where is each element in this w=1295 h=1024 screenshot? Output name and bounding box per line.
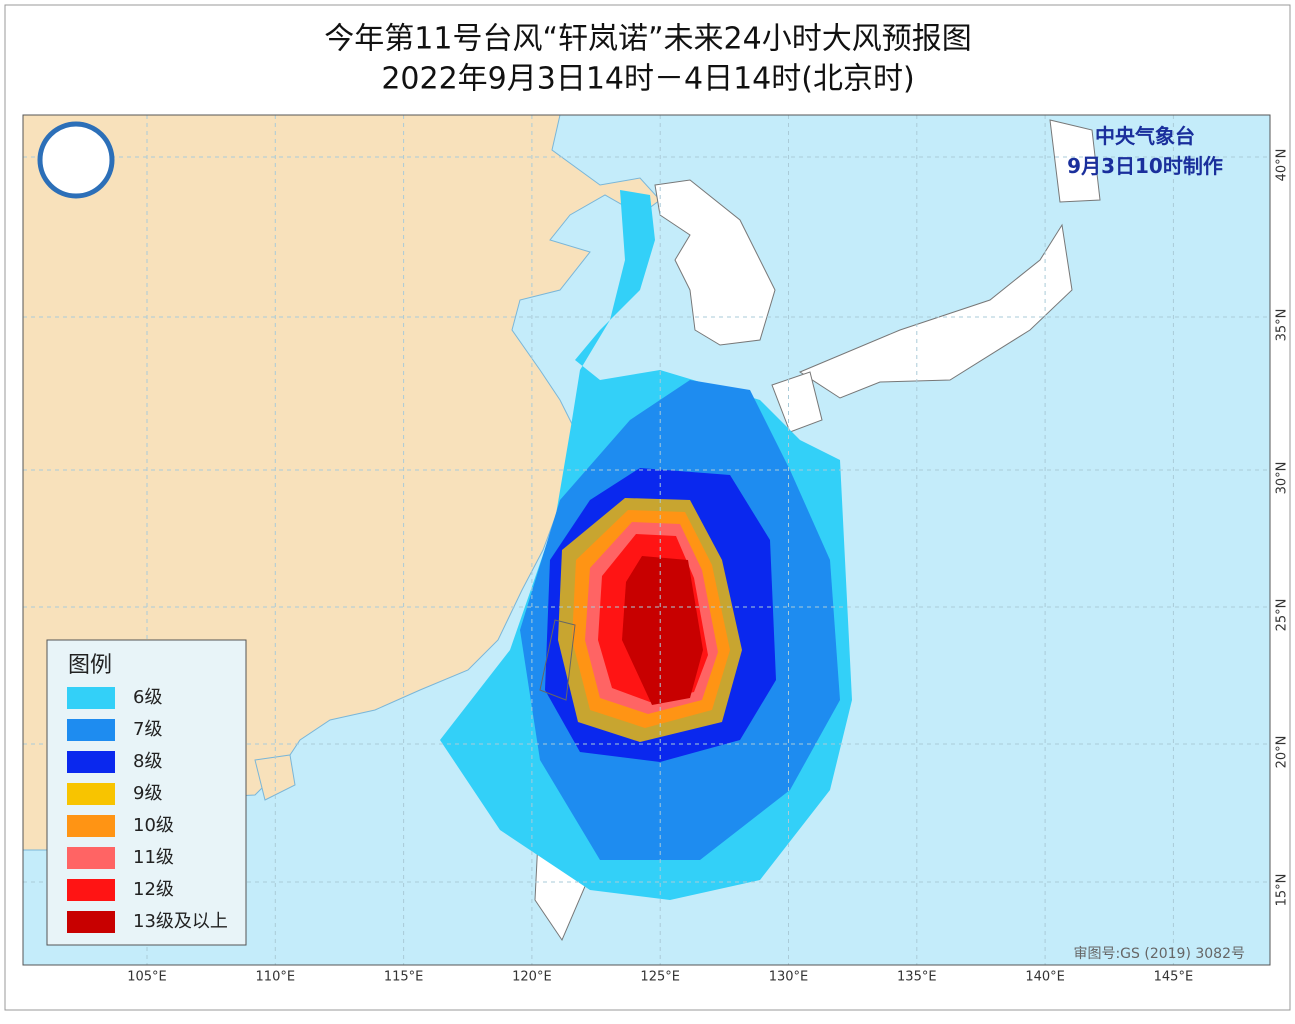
hokkaido: [1049, 119, 1101, 203]
longitude-label: 125°E: [640, 970, 680, 985]
legend-label: 13级及以上: [133, 911, 228, 932]
legend-swatch: [67, 719, 115, 741]
legend-label: 8级: [133, 751, 162, 772]
legend-label: 10级: [133, 815, 174, 836]
legend: 图例 6级 7级 8级 9级 10级 11级 12级 13级及以上: [46, 639, 247, 946]
legend-label: 6级: [133, 687, 162, 708]
legend-label: 7级: [133, 719, 162, 740]
korea: [654, 179, 776, 346]
map-frame: [22, 114, 1271, 966]
latitude-label: 20°N: [1275, 736, 1290, 769]
honshu: [798, 223, 1073, 399]
legend-swatch: [67, 751, 115, 773]
kyushu: [771, 371, 823, 433]
latitude-label: 15°N: [1275, 874, 1290, 907]
agency: 中央气象台: [1095, 124, 1195, 148]
longitude-label: 145°E: [1154, 970, 1194, 985]
legend-title: 图例: [68, 653, 112, 678]
wind-zone: [622, 556, 703, 705]
latitude-label: 40°N: [1275, 149, 1290, 182]
longitude-label: 115°E: [384, 970, 424, 985]
latitude-label: 25°N: [1275, 599, 1290, 632]
legend-label: 9级: [133, 783, 162, 804]
issued-time: 9月3日10时制作: [1067, 154, 1223, 178]
longitude-label: 105°E: [127, 970, 167, 985]
graticule: [23, 115, 1270, 965]
approval: 审图号:GS (2019) 3082号: [1073, 946, 1245, 962]
hainan: [254, 754, 296, 801]
longitude-label: 135°E: [897, 970, 937, 985]
logo: [37, 121, 115, 199]
legend-swatch: [67, 911, 115, 933]
legend-label: 11级: [133, 847, 174, 868]
subtitle: 2022年9月3日14时－4日14时(北京时): [381, 62, 914, 97]
longitude-label: 140°E: [1025, 970, 1065, 985]
longitude-label: 110°E: [256, 970, 296, 985]
latitude-label: 30°N: [1275, 462, 1290, 495]
legend-swatch: [67, 687, 115, 709]
longitude-label: 130°E: [769, 970, 809, 985]
longitude-label: 120°E: [512, 970, 552, 985]
legend-swatch: [67, 879, 115, 901]
latitude-label: 35°N: [1275, 309, 1290, 342]
legend-swatch: [67, 847, 115, 869]
legend-swatch: [67, 783, 115, 805]
legend-label: 12级: [133, 879, 174, 900]
legend-swatch: [67, 815, 115, 837]
taiwan: [539, 619, 576, 701]
title: 今年第11号台风“轩岚诺”未来24小时大风预报图: [324, 22, 971, 57]
